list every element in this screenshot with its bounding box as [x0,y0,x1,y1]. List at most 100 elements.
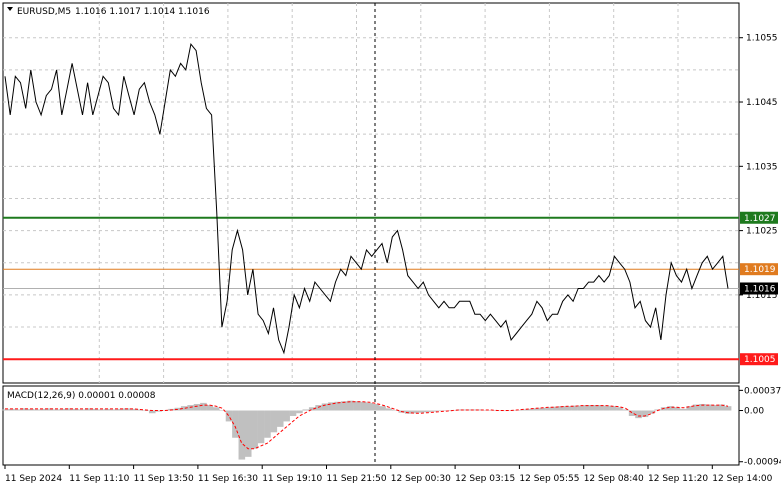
macd-histogram-bar [526,408,534,411]
price-tick-label: 1.1025 [746,227,778,237]
macd-histogram-bar [321,403,329,411]
macd-histogram-bar [116,408,124,411]
macd-histogram-bar [46,408,54,411]
time-tick-label: 12 Sep 08:40 [584,474,644,484]
time-tick-label: 12 Sep 03:15 [455,474,515,484]
macd-histogram-bar [200,402,207,411]
time-tick-label: 11 Sep 16:30 [198,474,258,484]
macd-histogram-bar [603,405,610,411]
time-tick-label: 11 Sep 2024 [5,474,62,484]
macd-title: MACD(12,26,9) 0.00001 0.00008 [7,391,156,401]
current-price-text: 1.1016 [744,284,776,294]
macd-histogram-bar [232,410,239,438]
time-tick-label: 12 Sep 11:20 [648,474,708,484]
macd-histogram-bar [270,410,278,433]
time-axis[interactable]: 11 Sep 2024 11 Sep 11:10 11 Sep 13:50 11 Se… [4,465,773,484]
macd-histogram-bar [148,410,156,414]
macd-histogram-bar [1,409,9,411]
macd-histogram-bar [353,401,361,411]
time-tick-label: 11 Sep 13:50 [134,474,194,484]
macd-histogram-bar [264,410,271,438]
macd-histogram-bar [84,408,92,411]
macd-histogram-bar [686,406,694,411]
macd-histogram-bar [40,408,47,411]
macd-histogram-bar [251,410,258,449]
macd-histogram-bar [552,406,559,411]
symbol-name: EURUSD,M5 [17,7,71,17]
macd-histogram-bar [609,406,617,411]
macd-histogram-bar [206,405,214,411]
macd-histogram-bar [379,406,386,411]
macd-histogram-bar [577,405,585,411]
price-grid [3,3,739,383]
macd-signal-line [5,401,729,450]
macd-histogram-bar [244,410,252,457]
orange-level-label-box [740,263,778,276]
macd-histogram-bar [14,409,22,411]
macd-histogram-bar [705,404,713,411]
price-axis[interactable]: 1.1055 1.1045 1.1035 1.1025 1.1015 [739,34,778,301]
macd-histogram-bar [411,410,418,414]
macd-histogram-bar [648,410,655,414]
macd-histogram-bar [212,407,220,411]
time-tick-label: 12 Sep 14:00 [712,474,772,484]
macd-histogram-bar [8,408,15,411]
macd-histogram-bar [328,402,335,411]
macd-tick-label: 0.00037 [744,386,781,396]
macd-histogram-bar [718,404,726,411]
macd-histogram-bar [129,408,137,411]
macd-histogram-bar [110,409,118,411]
macd-histogram-bar [424,410,431,413]
macd-histogram-bar [692,404,700,411]
macd-histogram-bar [699,403,706,411]
macd-histogram-bar [616,407,623,411]
macd-histogram-bar [33,409,41,411]
macd-histogram-bar [59,408,66,411]
macd-histogram [1,400,732,460]
macd-histogram-bar [481,409,489,411]
macd-histogram-bar [136,409,143,411]
time-tick-label: 12 Sep 05:55 [519,474,579,484]
time-tick-label: 12 Sep 00:30 [391,474,451,484]
price-tick-label: 1.1035 [746,162,778,172]
macd-histogram-bar [27,408,34,411]
macd-tick-label: -0.00094 [744,458,781,468]
macd-histogram-bar [238,410,246,460]
macd-histogram-bar [532,408,540,411]
collapse-triangle-icon[interactable] [7,7,13,11]
macd-histogram-bar [334,401,342,411]
macd-histogram-bar [680,408,687,411]
macd-histogram-bar [72,408,79,411]
macd-histogram-bar [545,407,553,411]
price-tick-label: 1.1045 [746,98,778,108]
macd-histogram-bar [558,406,566,411]
macd-histogram-bar [283,410,290,422]
macd-pane-border [2,385,740,466]
macd-histogram-bar [673,407,681,411]
macd-histogram-bar [507,410,514,412]
macd-histogram-bar [296,410,303,414]
macd-histogram-bar [289,410,297,416]
level-lines[interactable] [3,216,739,361]
macd-histogram-bar [104,408,111,411]
macd-histogram-bar [315,405,322,411]
macd-histogram-bar [635,410,642,419]
macd-pane[interactable]: MACD(12,26,9) 0.00001 0.00008 [1,385,740,466]
macd-histogram-bar [302,409,310,411]
macd-histogram-bar [584,405,591,411]
macd-histogram-bar [91,408,98,411]
macd-histogram-bar [417,410,425,413]
orange-level-label: 1.1019 [744,265,776,275]
macd-tick-label: 0.00 [744,407,764,417]
red-level-label-box [740,353,778,366]
price-pane-border [2,2,740,384]
macd-axis[interactable]: 0.00037 0.00 -0.00094 [739,386,781,468]
macd-histogram-bar [372,403,380,411]
price-tick-label: 1.1055 [746,34,778,44]
macd-histogram-bar [347,400,354,411]
macd-histogram-bar [180,406,188,411]
macd-histogram-bar [590,405,598,411]
price-pane[interactable]: EURUSD,M5 1.1016 1.1017 1.1014 1.1016 [2,2,740,465]
macd-histogram-bar [193,403,201,411]
